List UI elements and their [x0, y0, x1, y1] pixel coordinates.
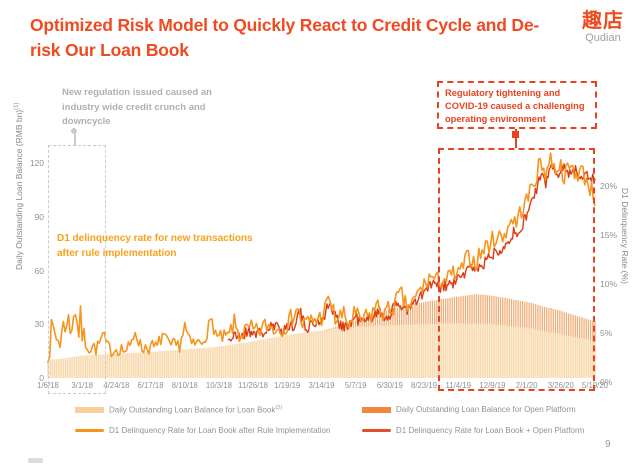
x-tick: 4/24/18	[103, 381, 130, 390]
x-tick: 2/1/20	[515, 381, 538, 390]
gray-dashed-highlight-box	[48, 145, 106, 394]
gray-connector-dot	[71, 128, 77, 134]
left-axis-footnote-sup: (1)	[14, 102, 21, 110]
y-right-tick: 0%	[600, 377, 613, 387]
regulation-note: New regulation issued caused an industry…	[62, 87, 212, 128]
x-tick: 8/23/19	[411, 381, 438, 390]
covid-note-box: Regulatory tightening and COVID-19 cause…	[437, 81, 597, 129]
legend-line-swatch	[75, 429, 104, 432]
gray-connector-stem	[74, 134, 76, 145]
y-right-tick: 15%	[600, 230, 618, 240]
x-tick: 5/7/19	[344, 381, 367, 390]
y-left-tick: 30	[34, 319, 44, 330]
legend-label: D1 Delinquency Rate for Loan Book + Open…	[396, 426, 585, 435]
x-tick: 5/19/20	[581, 381, 609, 390]
x-tick: 11/26/18	[238, 381, 269, 390]
x-tick: 11/4/19	[445, 381, 471, 390]
slide-title: Optimized Risk Model to Quickly React to…	[30, 15, 540, 61]
d1-rate-note: D1 delinquency rate for new transactions…	[57, 233, 253, 259]
x-tick: 3/1/18	[71, 381, 94, 390]
legend-footnote-sup: (2)	[275, 405, 283, 411]
x-tick: 3/14/19	[308, 381, 335, 390]
x-tick: 6/30/19	[376, 381, 403, 390]
legend-area-swatch	[362, 406, 391, 413]
y-left-tick: 60	[34, 265, 44, 276]
x-tick: 8/10/18	[171, 381, 198, 390]
page-number: 9	[605, 439, 611, 450]
y-right-tick: 10%	[600, 279, 618, 289]
legend-item: Daily Outstanding Loan Balance for Open …	[362, 405, 576, 414]
x-tick: 3/26/20	[547, 381, 574, 390]
red-connector-stem	[515, 129, 517, 148]
y-left-tick: 0	[39, 373, 44, 383]
red-connector-square	[512, 131, 519, 138]
footnote-fragment	[28, 458, 43, 463]
legend-item: D1 Delinquency Rate for Loan Book + Open…	[362, 426, 584, 435]
legend-item: D1 Delinquency Rate for Loan Book after …	[75, 426, 330, 435]
y-right-tick: 5%	[600, 328, 613, 338]
y-left-tick: 90	[34, 211, 44, 222]
x-tick: 12/9/19	[479, 381, 506, 390]
legend-label: Daily Outstanding Loan Balance for Loan …	[109, 405, 283, 415]
legend-line-swatch	[362, 429, 391, 432]
legend-label: D1 Delinquency Rate for Loan Book after …	[109, 426, 331, 435]
x-tick: 1/19/19	[274, 381, 301, 390]
right-axis-title: D1 Delinquency Rate (%)	[620, 188, 630, 284]
left-axis-title: Daily Outstanding Loan Balance (RMB bn)(…	[14, 102, 24, 270]
legend-label: Daily Outstanding Loan Balance for Open …	[396, 405, 576, 414]
x-tick: 10/3/18	[205, 381, 232, 390]
x-tick: 6/17/18	[137, 381, 164, 390]
y-right-tick: 20%	[600, 181, 618, 191]
legend-item: Daily Outstanding Loan Balance for Loan …	[75, 405, 282, 415]
red-dashed-highlight-box	[438, 148, 595, 391]
covid-note-text: Regulatory tightening and COVID-19 cause…	[445, 88, 585, 125]
legend-area-swatch	[75, 406, 104, 413]
qudian-logo-en: Qudian	[585, 32, 621, 44]
qudian-logo: 趣店 Qudian	[582, 10, 624, 44]
y-left-tick: 120	[29, 158, 44, 168]
qudian-logo-cn: 趣店	[582, 10, 624, 32]
